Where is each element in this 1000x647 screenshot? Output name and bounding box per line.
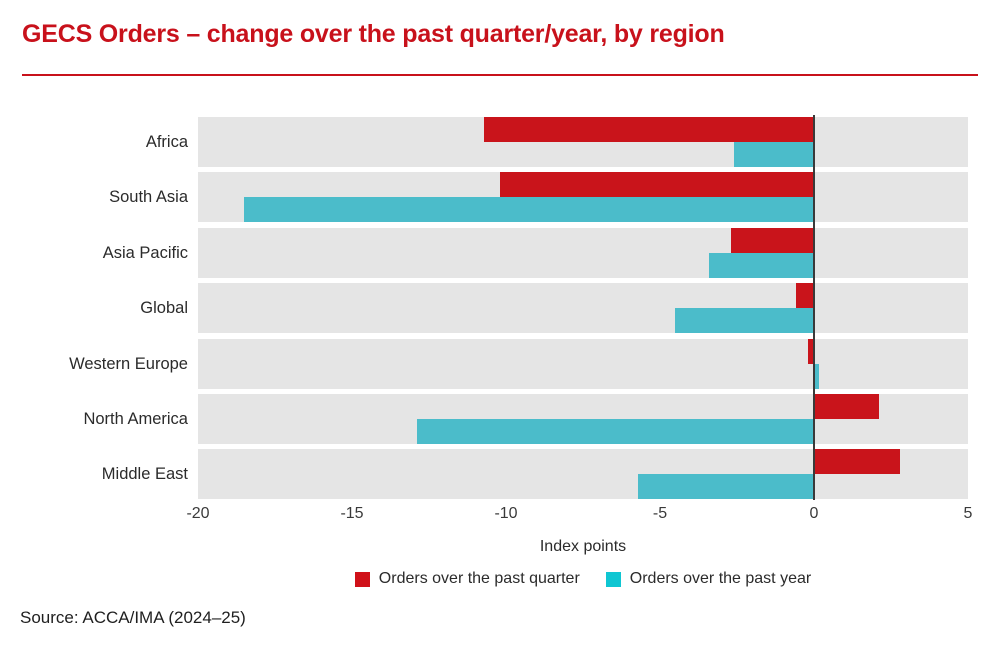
legend: Orders over the past quarter Orders over … (198, 570, 968, 588)
category-label: Western Europe (69, 355, 188, 373)
category-label: Asia Pacific (102, 244, 188, 262)
x-axis-title: Index points (539, 538, 627, 555)
x-tick-label: 0 (809, 505, 819, 522)
source-note: Source: ACCA/IMA (2024–25) (20, 608, 246, 627)
legend-swatch-red (354, 571, 370, 587)
x-tick-label: 5 (963, 505, 973, 522)
bar-year (734, 142, 814, 167)
bar-year (244, 197, 814, 222)
x-tick-label: -10 (494, 505, 518, 522)
row-band (198, 394, 968, 444)
bar-quarter (814, 449, 900, 474)
chart-title: GECS Orders – change over the past quart… (22, 20, 725, 48)
bar-year (814, 364, 819, 389)
title-rule (22, 74, 978, 76)
bar-year (417, 419, 814, 444)
bar-quarter (814, 394, 879, 419)
category-label: Africa (145, 133, 188, 151)
legend-swatch-cyan (605, 571, 621, 587)
bar-quarter (731, 228, 814, 253)
category-label: Global (140, 299, 188, 317)
category-label: South Asia (109, 188, 188, 206)
row-band (198, 283, 968, 333)
bar-year (638, 474, 814, 499)
row-band (198, 117, 968, 167)
category-label: Middle East (101, 465, 188, 483)
x-tick-label: -20 (186, 505, 210, 522)
x-tick-label: -5 (652, 505, 668, 522)
x-tick-label: -15 (340, 505, 364, 522)
category-label: North America (83, 410, 188, 428)
row-band (198, 339, 968, 389)
bar-quarter (500, 172, 814, 197)
legend-item-year: Orders over the past year (605, 570, 812, 588)
row-band (198, 228, 968, 278)
bar-quarter (484, 117, 814, 142)
legend-label: Orders over the past quarter (378, 570, 580, 587)
legend-item-quarter: Orders over the past quarter (354, 570, 580, 588)
row-band (198, 172, 968, 222)
legend-label: Orders over the past year (629, 570, 812, 587)
bar-quarter (808, 339, 814, 364)
zero-baseline (813, 115, 815, 500)
row-band (198, 449, 968, 499)
bar-quarter (796, 283, 814, 308)
bar-year (709, 253, 814, 278)
bar-year (675, 308, 814, 333)
